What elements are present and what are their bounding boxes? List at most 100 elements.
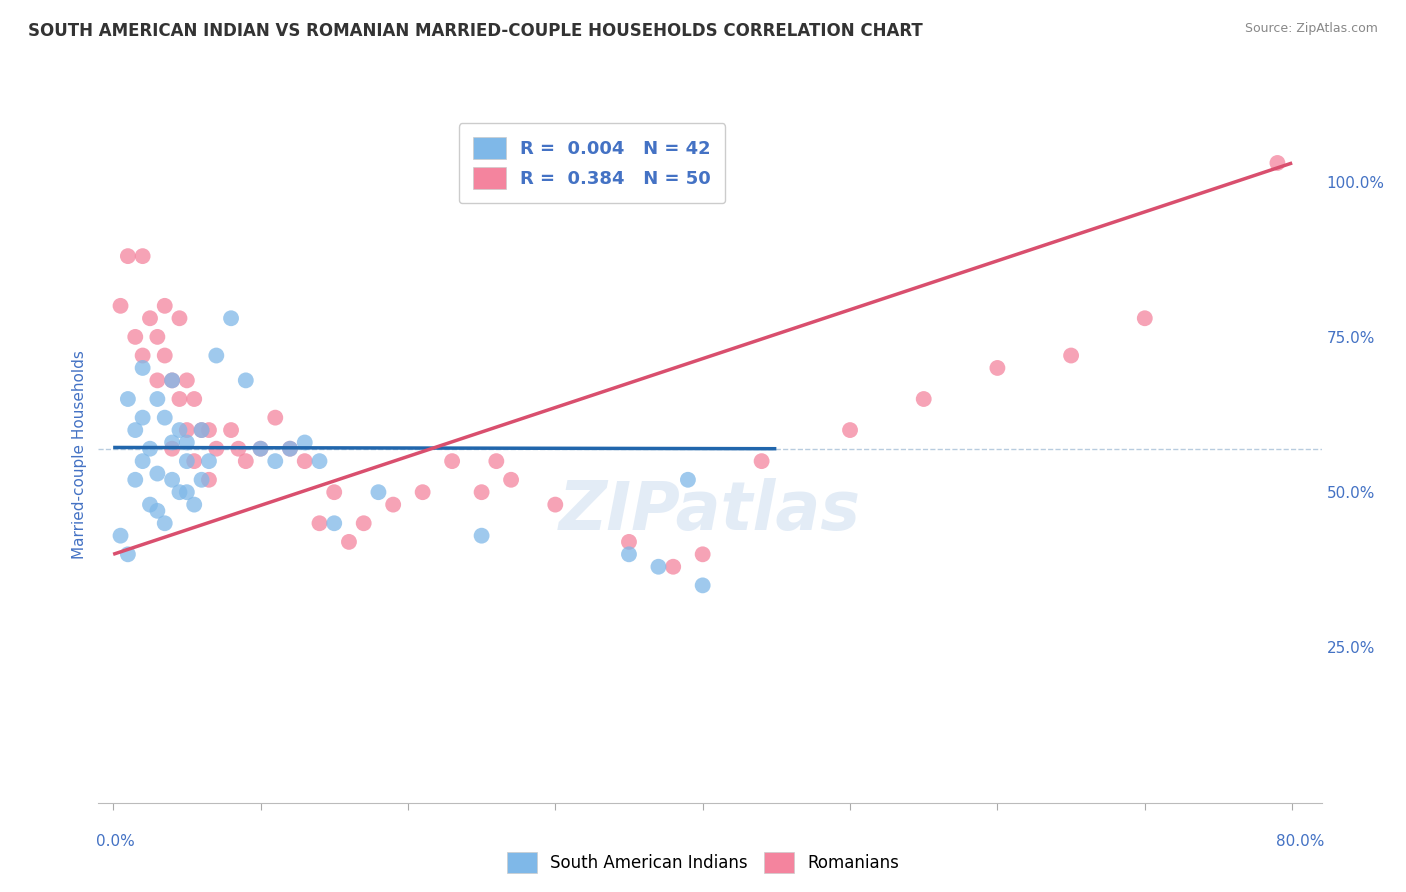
Point xyxy=(471,485,494,500)
Point xyxy=(169,392,191,406)
Point xyxy=(131,410,153,425)
Point xyxy=(1133,311,1156,326)
Point xyxy=(117,249,139,263)
Text: SOUTH AMERICAN INDIAN VS ROMANIAN MARRIED-COUPLE HOUSEHOLDS CORRELATION CHART: SOUTH AMERICAN INDIAN VS ROMANIAN MARRIE… xyxy=(28,22,922,40)
Text: 80.0%: 80.0% xyxy=(1277,834,1324,849)
Point xyxy=(160,373,183,387)
Point xyxy=(169,423,191,437)
Point xyxy=(169,485,191,500)
Point xyxy=(153,410,176,425)
Point xyxy=(499,473,522,487)
Point xyxy=(160,435,183,450)
Point xyxy=(190,473,212,487)
Point xyxy=(146,504,169,518)
Point xyxy=(176,373,198,387)
Point xyxy=(124,423,146,437)
Text: 0.0%: 0.0% xyxy=(96,834,135,849)
Point xyxy=(139,442,162,456)
Point xyxy=(228,442,250,456)
Point xyxy=(139,311,162,326)
Point xyxy=(146,373,169,387)
Point xyxy=(183,498,205,512)
Point xyxy=(131,361,153,376)
Point xyxy=(176,435,198,450)
Point xyxy=(146,467,169,481)
Point xyxy=(153,349,176,363)
Point xyxy=(205,442,228,456)
Point xyxy=(219,311,242,326)
Point xyxy=(176,454,198,468)
Point xyxy=(617,547,640,561)
Point xyxy=(235,454,257,468)
Text: Source: ZipAtlas.com: Source: ZipAtlas.com xyxy=(1244,22,1378,36)
Point xyxy=(160,373,183,387)
Point xyxy=(160,442,183,456)
Point xyxy=(249,442,271,456)
Point xyxy=(323,485,346,500)
Point xyxy=(249,442,271,456)
Point xyxy=(617,535,640,549)
Point xyxy=(308,516,330,531)
Text: ZIPatlas: ZIPatlas xyxy=(560,477,860,543)
Point xyxy=(205,349,228,363)
Point xyxy=(176,485,198,500)
Point xyxy=(308,454,330,468)
Point xyxy=(153,516,176,531)
Point xyxy=(544,498,567,512)
Point xyxy=(153,299,176,313)
Point xyxy=(176,423,198,437)
Point xyxy=(647,559,669,574)
Point xyxy=(367,485,389,500)
Point xyxy=(198,473,221,487)
Point xyxy=(183,454,205,468)
Point xyxy=(1267,156,1289,170)
Point xyxy=(471,529,494,543)
Point xyxy=(278,442,301,456)
Point xyxy=(219,423,242,437)
Point xyxy=(323,516,346,531)
Point xyxy=(183,392,205,406)
Point xyxy=(117,392,139,406)
Point xyxy=(662,559,685,574)
Legend: South American Indians, Romanians: South American Indians, Romanians xyxy=(501,846,905,880)
Point xyxy=(190,423,212,437)
Point xyxy=(839,423,862,437)
Point xyxy=(198,423,221,437)
Point xyxy=(117,547,139,561)
Point xyxy=(110,299,132,313)
Point xyxy=(131,349,153,363)
Point xyxy=(676,473,699,487)
Point xyxy=(264,454,287,468)
Point xyxy=(146,330,169,344)
Y-axis label: Married-couple Households: Married-couple Households xyxy=(72,351,87,559)
Point xyxy=(692,547,714,561)
Point xyxy=(382,498,405,512)
Point xyxy=(124,473,146,487)
Point xyxy=(110,529,132,543)
Point xyxy=(485,454,508,468)
Point xyxy=(1060,349,1083,363)
Point xyxy=(124,330,146,344)
Point xyxy=(337,535,360,549)
Point xyxy=(146,392,169,406)
Point xyxy=(912,392,935,406)
Point xyxy=(139,498,162,512)
Point xyxy=(353,516,375,531)
Point xyxy=(294,454,316,468)
Point xyxy=(131,249,153,263)
Point xyxy=(264,410,287,425)
Point xyxy=(235,373,257,387)
Legend: R =  0.004   N = 42, R =  0.384   N = 50: R = 0.004 N = 42, R = 0.384 N = 50 xyxy=(458,123,725,203)
Point xyxy=(751,454,773,468)
Point xyxy=(160,473,183,487)
Point xyxy=(441,454,464,468)
Point xyxy=(198,454,221,468)
Point xyxy=(190,423,212,437)
Point xyxy=(131,454,153,468)
Point xyxy=(294,435,316,450)
Point xyxy=(986,361,1008,376)
Point xyxy=(278,442,301,456)
Point xyxy=(692,578,714,592)
Point xyxy=(169,311,191,326)
Point xyxy=(412,485,434,500)
